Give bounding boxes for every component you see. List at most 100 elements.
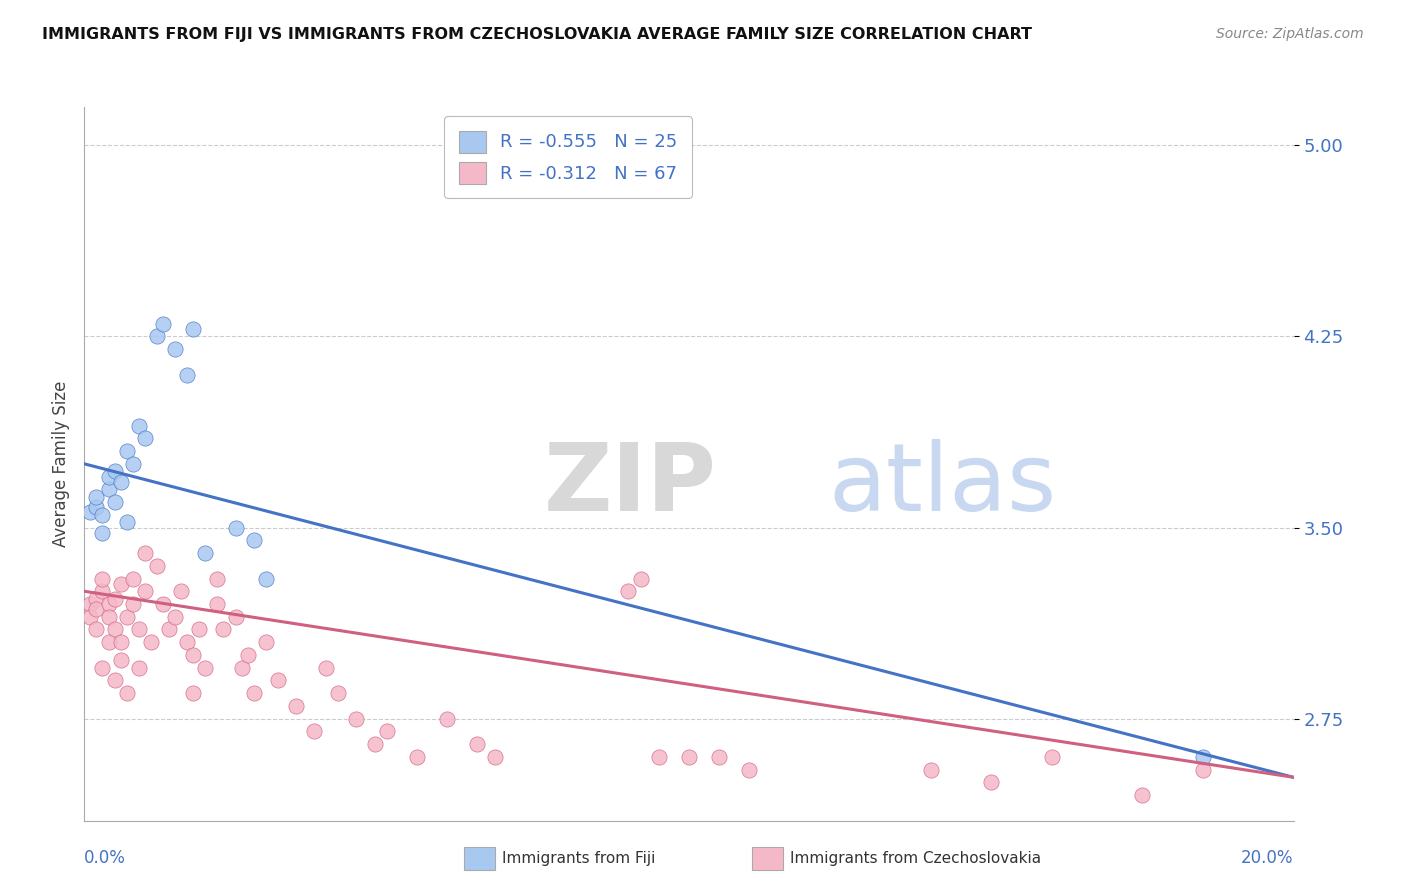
Point: [134, 584, 156, 599]
Point: [152, 597, 174, 611]
Point: [406, 750, 429, 764]
Point: [128, 418, 150, 433]
Point: [157, 623, 180, 637]
Point: [91, 572, 114, 586]
Point: [436, 712, 458, 726]
Point: [115, 444, 138, 458]
Point: [254, 635, 277, 649]
Point: [104, 465, 127, 479]
Point: [176, 368, 198, 382]
Point: [1191, 750, 1213, 764]
Point: [79, 609, 101, 624]
Point: [709, 750, 731, 764]
Point: [207, 572, 229, 586]
Point: [128, 661, 150, 675]
Point: [1040, 750, 1063, 764]
Point: [678, 750, 700, 764]
Point: [738, 763, 761, 777]
Point: [176, 635, 198, 649]
Text: IMMIGRANTS FROM FIJI VS IMMIGRANTS FROM CZECHOSLOVAKIA AVERAGE FAMILY SIZE CORRE: IMMIGRANTS FROM FIJI VS IMMIGRANTS FROM …: [42, 27, 1032, 42]
Point: [284, 698, 308, 713]
Point: [315, 661, 337, 675]
Point: [110, 576, 132, 591]
Point: [115, 516, 138, 530]
Point: [104, 623, 127, 637]
Point: [121, 597, 143, 611]
Point: [920, 763, 942, 777]
Point: [163, 342, 186, 356]
Text: 0.0%: 0.0%: [84, 849, 127, 867]
Point: [97, 469, 120, 483]
Text: atlas: atlas: [828, 439, 1056, 532]
Point: [104, 591, 127, 606]
Text: Immigrants from Fiji: Immigrants from Fiji: [502, 851, 655, 865]
Text: 20.0%: 20.0%: [1241, 849, 1294, 867]
Point: [328, 686, 350, 700]
Point: [152, 317, 174, 331]
Point: [302, 724, 325, 739]
Point: [79, 597, 101, 611]
Point: [134, 546, 156, 560]
Point: [363, 737, 385, 751]
Point: [91, 661, 114, 675]
Text: Immigrants from Czechoslovakia: Immigrants from Czechoslovakia: [790, 851, 1042, 865]
Point: [163, 609, 186, 624]
Point: [346, 712, 368, 726]
Point: [79, 505, 101, 519]
Point: [110, 635, 132, 649]
Point: [231, 661, 253, 675]
Point: [194, 546, 217, 560]
Point: [128, 623, 150, 637]
Point: [647, 750, 671, 764]
Point: [97, 597, 120, 611]
Point: [110, 653, 132, 667]
Point: [121, 457, 143, 471]
Point: [980, 775, 1002, 789]
Point: [617, 584, 640, 599]
Point: [267, 673, 290, 688]
Point: [115, 686, 138, 700]
Point: [86, 490, 108, 504]
Point: [134, 431, 156, 445]
Point: [225, 520, 247, 534]
Point: [86, 500, 108, 515]
Point: [91, 584, 114, 599]
Point: [467, 737, 489, 751]
Point: [242, 533, 264, 548]
Point: [225, 609, 247, 624]
Point: [242, 686, 264, 700]
Point: [188, 623, 211, 637]
Point: [139, 635, 162, 649]
Point: [207, 597, 229, 611]
Point: [97, 609, 120, 624]
Point: [170, 584, 193, 599]
Point: [86, 591, 108, 606]
Point: [97, 483, 120, 497]
Point: [104, 673, 127, 688]
Point: [484, 750, 506, 764]
Point: [181, 648, 204, 662]
Point: [121, 572, 143, 586]
Text: Source: ZipAtlas.com: Source: ZipAtlas.com: [1216, 27, 1364, 41]
Point: [181, 686, 204, 700]
Y-axis label: Average Family Size: Average Family Size: [52, 381, 70, 547]
Point: [146, 558, 169, 573]
Point: [254, 572, 277, 586]
Point: [97, 635, 120, 649]
Point: [86, 602, 108, 616]
Point: [91, 508, 114, 522]
Point: [236, 648, 259, 662]
Point: [630, 572, 652, 586]
Point: [86, 623, 108, 637]
Point: [181, 322, 204, 336]
Point: [1130, 788, 1153, 802]
Point: [375, 724, 398, 739]
Point: [1191, 763, 1213, 777]
Point: [212, 623, 235, 637]
Point: [194, 661, 217, 675]
Point: [115, 609, 138, 624]
Point: [104, 495, 127, 509]
Point: [110, 475, 132, 489]
Point: [91, 525, 114, 540]
Point: [146, 329, 169, 343]
